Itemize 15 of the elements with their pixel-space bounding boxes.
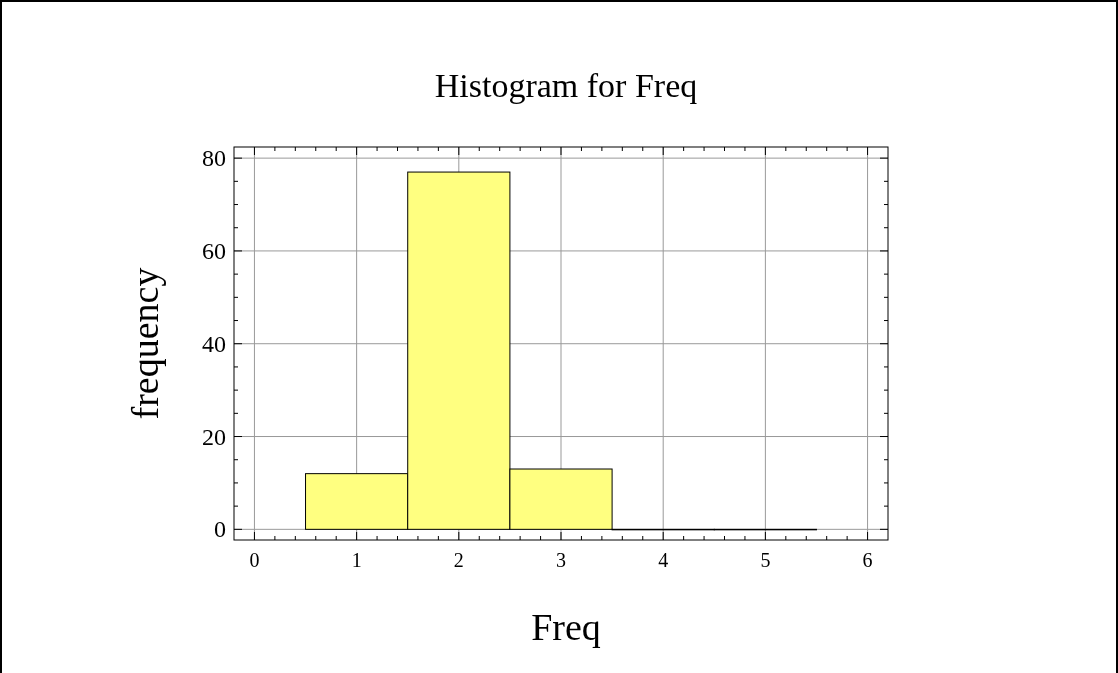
x-axis-title: Freq <box>531 606 601 648</box>
x-tick-label: 3 <box>556 549 566 571</box>
chart-title: Histogram for Freq <box>434 67 698 104</box>
x-tick-label: 0 <box>249 549 260 571</box>
y-tick-label: 80 <box>202 145 226 172</box>
y-tick-label: 40 <box>202 330 226 357</box>
x-tick-label: 2 <box>453 549 464 571</box>
y-tick-label: 20 <box>202 423 226 450</box>
x-tick-label: 4 <box>658 549 669 571</box>
x-tick-label: 1 <box>351 549 362 571</box>
y-tick-label: 0 <box>214 516 226 543</box>
y-tick-label: 60 <box>202 237 226 264</box>
y-axis-title: frequency <box>124 267 166 420</box>
x-tick-label: 6 <box>862 549 873 571</box>
x-tick-label: 5 <box>760 549 771 571</box>
